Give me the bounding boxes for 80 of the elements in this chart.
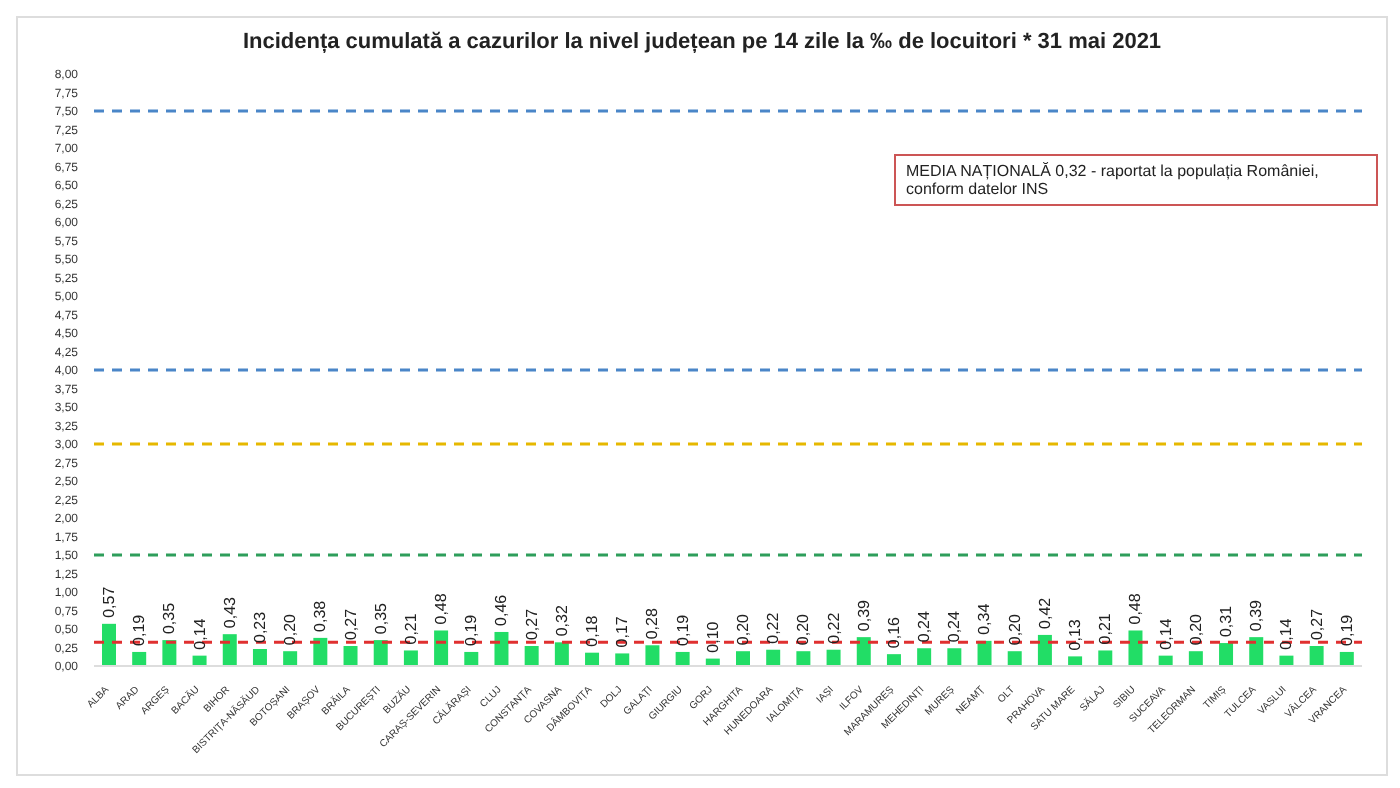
bar — [675, 651, 690, 666]
data-label: 0,19 — [130, 613, 149, 646]
bar — [283, 651, 298, 666]
data-label: 0,28 — [643, 607, 662, 640]
chart-title: Incidența cumulată a cazurilor la nivel județean pe 14 zile la ‰ de locuitori * 31 mai 2021 — [240, 30, 1164, 54]
bar — [343, 646, 358, 666]
data-label: 0,27 — [1307, 607, 1326, 641]
data-label: 0,42 — [1035, 596, 1054, 629]
bar — [494, 631, 509, 666]
bar — [886, 654, 901, 666]
data-label: 0,19 — [673, 613, 692, 646]
data-label: 0,22 — [764, 611, 783, 644]
data-label: 0,22 — [824, 611, 843, 644]
data-label: 0,24 — [945, 610, 964, 643]
bar — [222, 634, 237, 666]
data-label: 0,14 — [190, 617, 209, 650]
bar — [1309, 646, 1324, 666]
bar — [796, 651, 811, 666]
data-label: 0,31 — [1217, 604, 1236, 638]
data-label: 0,21 — [1096, 612, 1115, 645]
bar — [947, 648, 962, 666]
bar — [826, 649, 841, 666]
data-label: 0,23 — [250, 610, 269, 643]
data-label: 0,16 — [884, 615, 903, 649]
bar — [434, 630, 449, 666]
data-label: 0,19 — [462, 613, 481, 646]
data-label: 0,17 — [613, 615, 632, 648]
bar — [403, 650, 418, 666]
bar — [615, 653, 630, 666]
note-box: MEDIA NAȚIONALĂ 0,32 - raportat la populația României, conform datelor INS — [894, 154, 1378, 206]
bar — [132, 651, 147, 666]
data-label: 0,34 — [975, 602, 994, 635]
data-label: 0,48 — [1126, 592, 1145, 625]
data-label: 0,13 — [1066, 618, 1085, 651]
bar — [736, 651, 750, 666]
data-label: 0,32 — [552, 604, 571, 637]
bar — [102, 623, 116, 666]
bar — [645, 645, 660, 666]
data-label: 0,20 — [281, 612, 300, 646]
bar — [1007, 651, 1022, 666]
bar — [313, 637, 328, 666]
bar — [1339, 651, 1354, 666]
data-label: 0,24 — [915, 610, 934, 643]
bar — [1188, 651, 1203, 666]
data-label: 0,20 — [794, 612, 813, 646]
bar — [373, 640, 388, 666]
data-label: 0,20 — [734, 612, 752, 646]
bar — [252, 648, 267, 666]
bar — [554, 642, 569, 666]
data-label: 0,20 — [1186, 612, 1205, 646]
bar — [1037, 634, 1052, 666]
data-label: 0,10 — [703, 620, 722, 653]
data-label: 0,35 — [371, 601, 390, 635]
bar — [766, 649, 781, 666]
data-label: 0,21 — [401, 612, 420, 645]
bar — [1128, 630, 1143, 666]
bar — [1249, 637, 1264, 666]
data-label: 0,48 — [432, 592, 451, 625]
data-label: 0,35 — [160, 601, 179, 635]
bar — [524, 646, 539, 666]
data-label: 0,27 — [341, 607, 360, 641]
data-label: 0,46 — [492, 593, 511, 626]
data-label: 0,14 — [1277, 617, 1296, 650]
bar — [585, 652, 600, 666]
bar — [1068, 656, 1083, 666]
bar — [1219, 643, 1234, 666]
bar — [856, 637, 871, 666]
bar — [1098, 650, 1113, 666]
data-label: 0,39 — [1247, 598, 1266, 632]
data-label: 0,20 — [1005, 612, 1024, 646]
data-label: 0,57 — [100, 585, 118, 618]
data-label: 0,43 — [220, 595, 239, 629]
data-label: 0,18 — [583, 614, 602, 647]
bar — [464, 651, 479, 666]
bar — [917, 648, 932, 666]
data-label: 0,14 — [1156, 617, 1175, 650]
data-label: 0,39 — [854, 598, 873, 632]
data-label: 0,19 — [1337, 613, 1356, 646]
data-label: 0,38 — [311, 599, 330, 632]
data-label: 0,27 — [522, 607, 541, 641]
